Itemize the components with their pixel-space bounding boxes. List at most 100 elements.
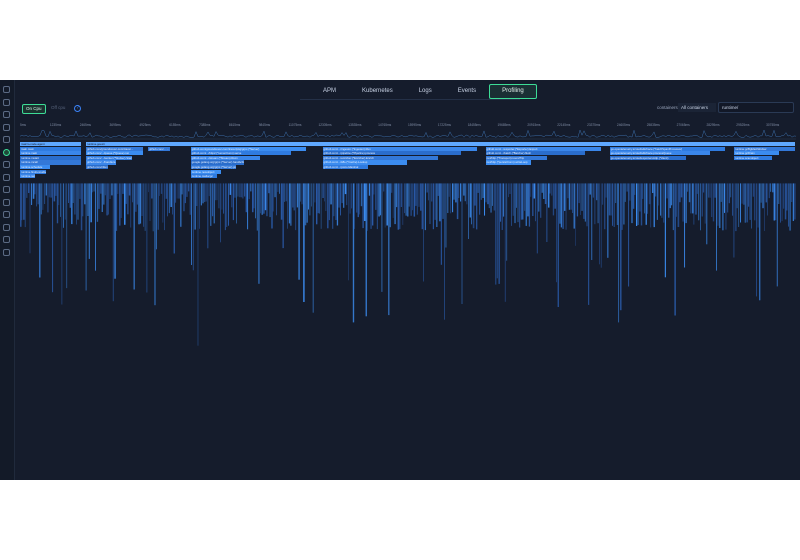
flame-frame[interactable]: github.com/.../http2.(*serverConn).serve xyxy=(190,151,292,156)
flame-stack-sliver xyxy=(656,183,659,220)
flamegraph[interactable]: maicro-node-agent main.main runtime.main ru… xyxy=(20,142,796,478)
flame-stack-sliver xyxy=(365,183,367,317)
flame-frame[interactable]: maicro-node-agent xyxy=(20,142,83,147)
document-icon[interactable] xyxy=(3,111,10,118)
cluster-icon[interactable] xyxy=(3,173,10,181)
flame-frame[interactable]: runtime.gcBgMarkWorker xyxy=(733,146,796,151)
flame-stack-sliver xyxy=(778,183,780,204)
tab-logs[interactable]: Logs xyxy=(418,88,432,94)
flame-frame[interactable]: runtime.scanobject xyxy=(733,155,773,160)
flame-frame[interactable]: github.com/.../k8s.(*Cache).Lookup xyxy=(322,160,408,165)
flame-stack-sliver xyxy=(402,183,404,225)
flame-stack-sliver xyxy=(88,183,90,259)
flame-stack-sliver xyxy=(253,183,255,209)
flame-frame[interactable]: go.opentelemetry.io/otel/exporters/otlp.… xyxy=(609,155,688,160)
flame-frame[interactable]: runtime.netpoll xyxy=(20,174,36,179)
puzzle-icon[interactable] xyxy=(3,223,10,231)
flame-stack-sliver xyxy=(551,183,553,196)
flame-frame[interactable]: github.com/groundcover-com/tracer/pkg/gr… xyxy=(190,146,308,151)
flame-stack-sliver xyxy=(232,183,234,221)
flame-stack-sliver xyxy=(749,183,751,220)
flame-stack-sliver xyxy=(236,183,237,224)
flame-stack-sliver xyxy=(184,183,186,204)
flame-stack-sliver xyxy=(722,183,724,231)
flame-stack-sliver xyxy=(447,183,449,213)
timeline-activity-chart[interactable] xyxy=(20,129,796,141)
list-icon[interactable] xyxy=(3,211,10,218)
flame-frame[interactable]: google.golang.org/grpc.(*Server).handleS… xyxy=(190,160,246,165)
target-icon[interactable] xyxy=(3,148,10,156)
off-cpu-toggle[interactable]: Off cpu xyxy=(51,105,66,110)
flame-frame[interactable]: runtime.gcDrain xyxy=(733,151,781,156)
flame-stack-sliver xyxy=(631,183,633,224)
flame-frame[interactable]: github.com/.../exporter.(*Exporter).Expo… xyxy=(485,146,602,151)
monitor-icon[interactable] xyxy=(3,123,10,131)
flame-stack-sliver xyxy=(111,183,113,196)
flame-frame[interactable]: runtime.mcall xyxy=(20,160,83,165)
help-icon[interactable]: ? xyxy=(74,105,81,112)
flame-stack-sliver xyxy=(436,183,438,227)
bell-icon[interactable] xyxy=(3,198,10,206)
flame-stack-sliver xyxy=(626,183,628,192)
search-icon[interactable] xyxy=(3,98,10,106)
flame-frame[interactable]: github.com/... ... xyxy=(148,146,172,151)
tab-kubernetes[interactable]: Kubernetes xyxy=(362,88,393,94)
flame-stack-sliver xyxy=(495,183,497,285)
flame-frame[interactable]: runtime.mstart xyxy=(20,155,83,160)
flame-stack-sliver xyxy=(325,183,327,211)
flame-frame[interactable]: net/http.(*Transport).roundTrip xyxy=(485,155,548,160)
flame-stack-sliver xyxy=(242,183,244,199)
flame-frame[interactable]: main.main xyxy=(20,146,83,151)
timeline[interactable]: 5ms 1235ms 2465ms 3695ms 4925ms 6155ms 7385ms 8… xyxy=(20,123,796,141)
flame-frame[interactable]: github.com/cilium/ebpf.(*Reader).Read xyxy=(85,165,110,170)
flame-stack-sliver xyxy=(512,183,514,216)
flame-stack-sliver xyxy=(292,183,294,208)
tab-apm[interactable]: APM xyxy=(323,88,337,94)
flame-stack-sliver xyxy=(268,183,270,194)
flame-frame[interactable]: github.com/groundcover-com/tracer... xyxy=(85,146,145,151)
tab-events[interactable]: Events xyxy=(457,88,477,94)
chart-icon[interactable] xyxy=(3,136,10,143)
server-icon[interactable] xyxy=(3,186,10,193)
flame-stack-sliver xyxy=(181,183,183,195)
function-search-input[interactable]: runtime/ xyxy=(718,102,794,113)
flame-frame[interactable]: runtime.newobject xyxy=(190,169,222,174)
flame-stack-sliver xyxy=(583,183,585,219)
tabs-divider xyxy=(300,99,520,100)
flame-frame[interactable]: go.opentelemetry.io/otel/sdk/trace.proce… xyxy=(609,151,711,156)
containers-select[interactable]: All containers xyxy=(678,103,716,112)
flame-frame[interactable]: runtime.mallocgc xyxy=(190,174,218,179)
flame-frame[interactable]: go.opentelemetry.io/otel/sdk/trace.(*bat… xyxy=(609,146,727,151)
flame-stack-sliver xyxy=(794,183,796,220)
tab-profiling[interactable]: Profiling xyxy=(489,84,537,99)
logout-icon[interactable] xyxy=(3,248,10,256)
flame-frame[interactable]: github.com/.../queue.(*Queue).run xyxy=(85,151,145,156)
flame-frame[interactable]: github.com/.../proto.Marshal xyxy=(322,165,370,170)
flame-frame[interactable]: runtime.goexit xyxy=(85,142,796,147)
flame-stack-sliver xyxy=(687,183,689,192)
flame-frame[interactable]: github.com/.../stream.(*Stream).Recv xyxy=(190,155,261,160)
layers-icon[interactable] xyxy=(3,86,10,93)
flame-stack-sliver xyxy=(220,183,221,243)
flame-frame[interactable]: github.com/.../worker.(*Worker).Start xyxy=(85,155,133,160)
flame-frame[interactable]: runtime.main xyxy=(20,151,83,156)
flame-stack-sliver xyxy=(752,183,754,197)
on-cpu-toggle[interactable]: On Cpu xyxy=(22,104,46,114)
flame-frame[interactable]: runtime.schedule xyxy=(20,165,52,170)
flame-frame[interactable]: github.com/.../handlers.Handle xyxy=(85,160,117,165)
flame-frame[interactable]: github.com/.../enricher.(*Enricher).Enri… xyxy=(322,155,440,160)
flame-stack-sliver xyxy=(466,183,468,205)
flame-stack-sliver xyxy=(106,183,108,216)
flame-frame[interactable]: github.com/.../ingestor.(*Ingestor).Run xyxy=(322,146,478,151)
cube-icon[interactable] xyxy=(3,161,10,168)
flame-stack-sliver xyxy=(701,183,703,217)
timeline-tick-label: 28295ms xyxy=(706,123,720,127)
flame-frame[interactable]: net/http.(*persistConn).writeLoop xyxy=(485,160,533,165)
flame-frame[interactable]: runtime.findrunnable xyxy=(20,169,48,174)
settings-icon[interactable] xyxy=(3,236,10,243)
flame-frame[interactable]: google.golang.org/grpc.(*Server).process… xyxy=(190,165,238,170)
flame-frame[interactable]: github.com/.../pipeline.(*Pipeline).proc… xyxy=(322,151,463,156)
flame-stack-sliver xyxy=(424,183,426,231)
flame-frame[interactable]: github.com/.../batch.(*Batcher).flush xyxy=(485,151,587,156)
flame-stack-sliver xyxy=(332,183,334,229)
